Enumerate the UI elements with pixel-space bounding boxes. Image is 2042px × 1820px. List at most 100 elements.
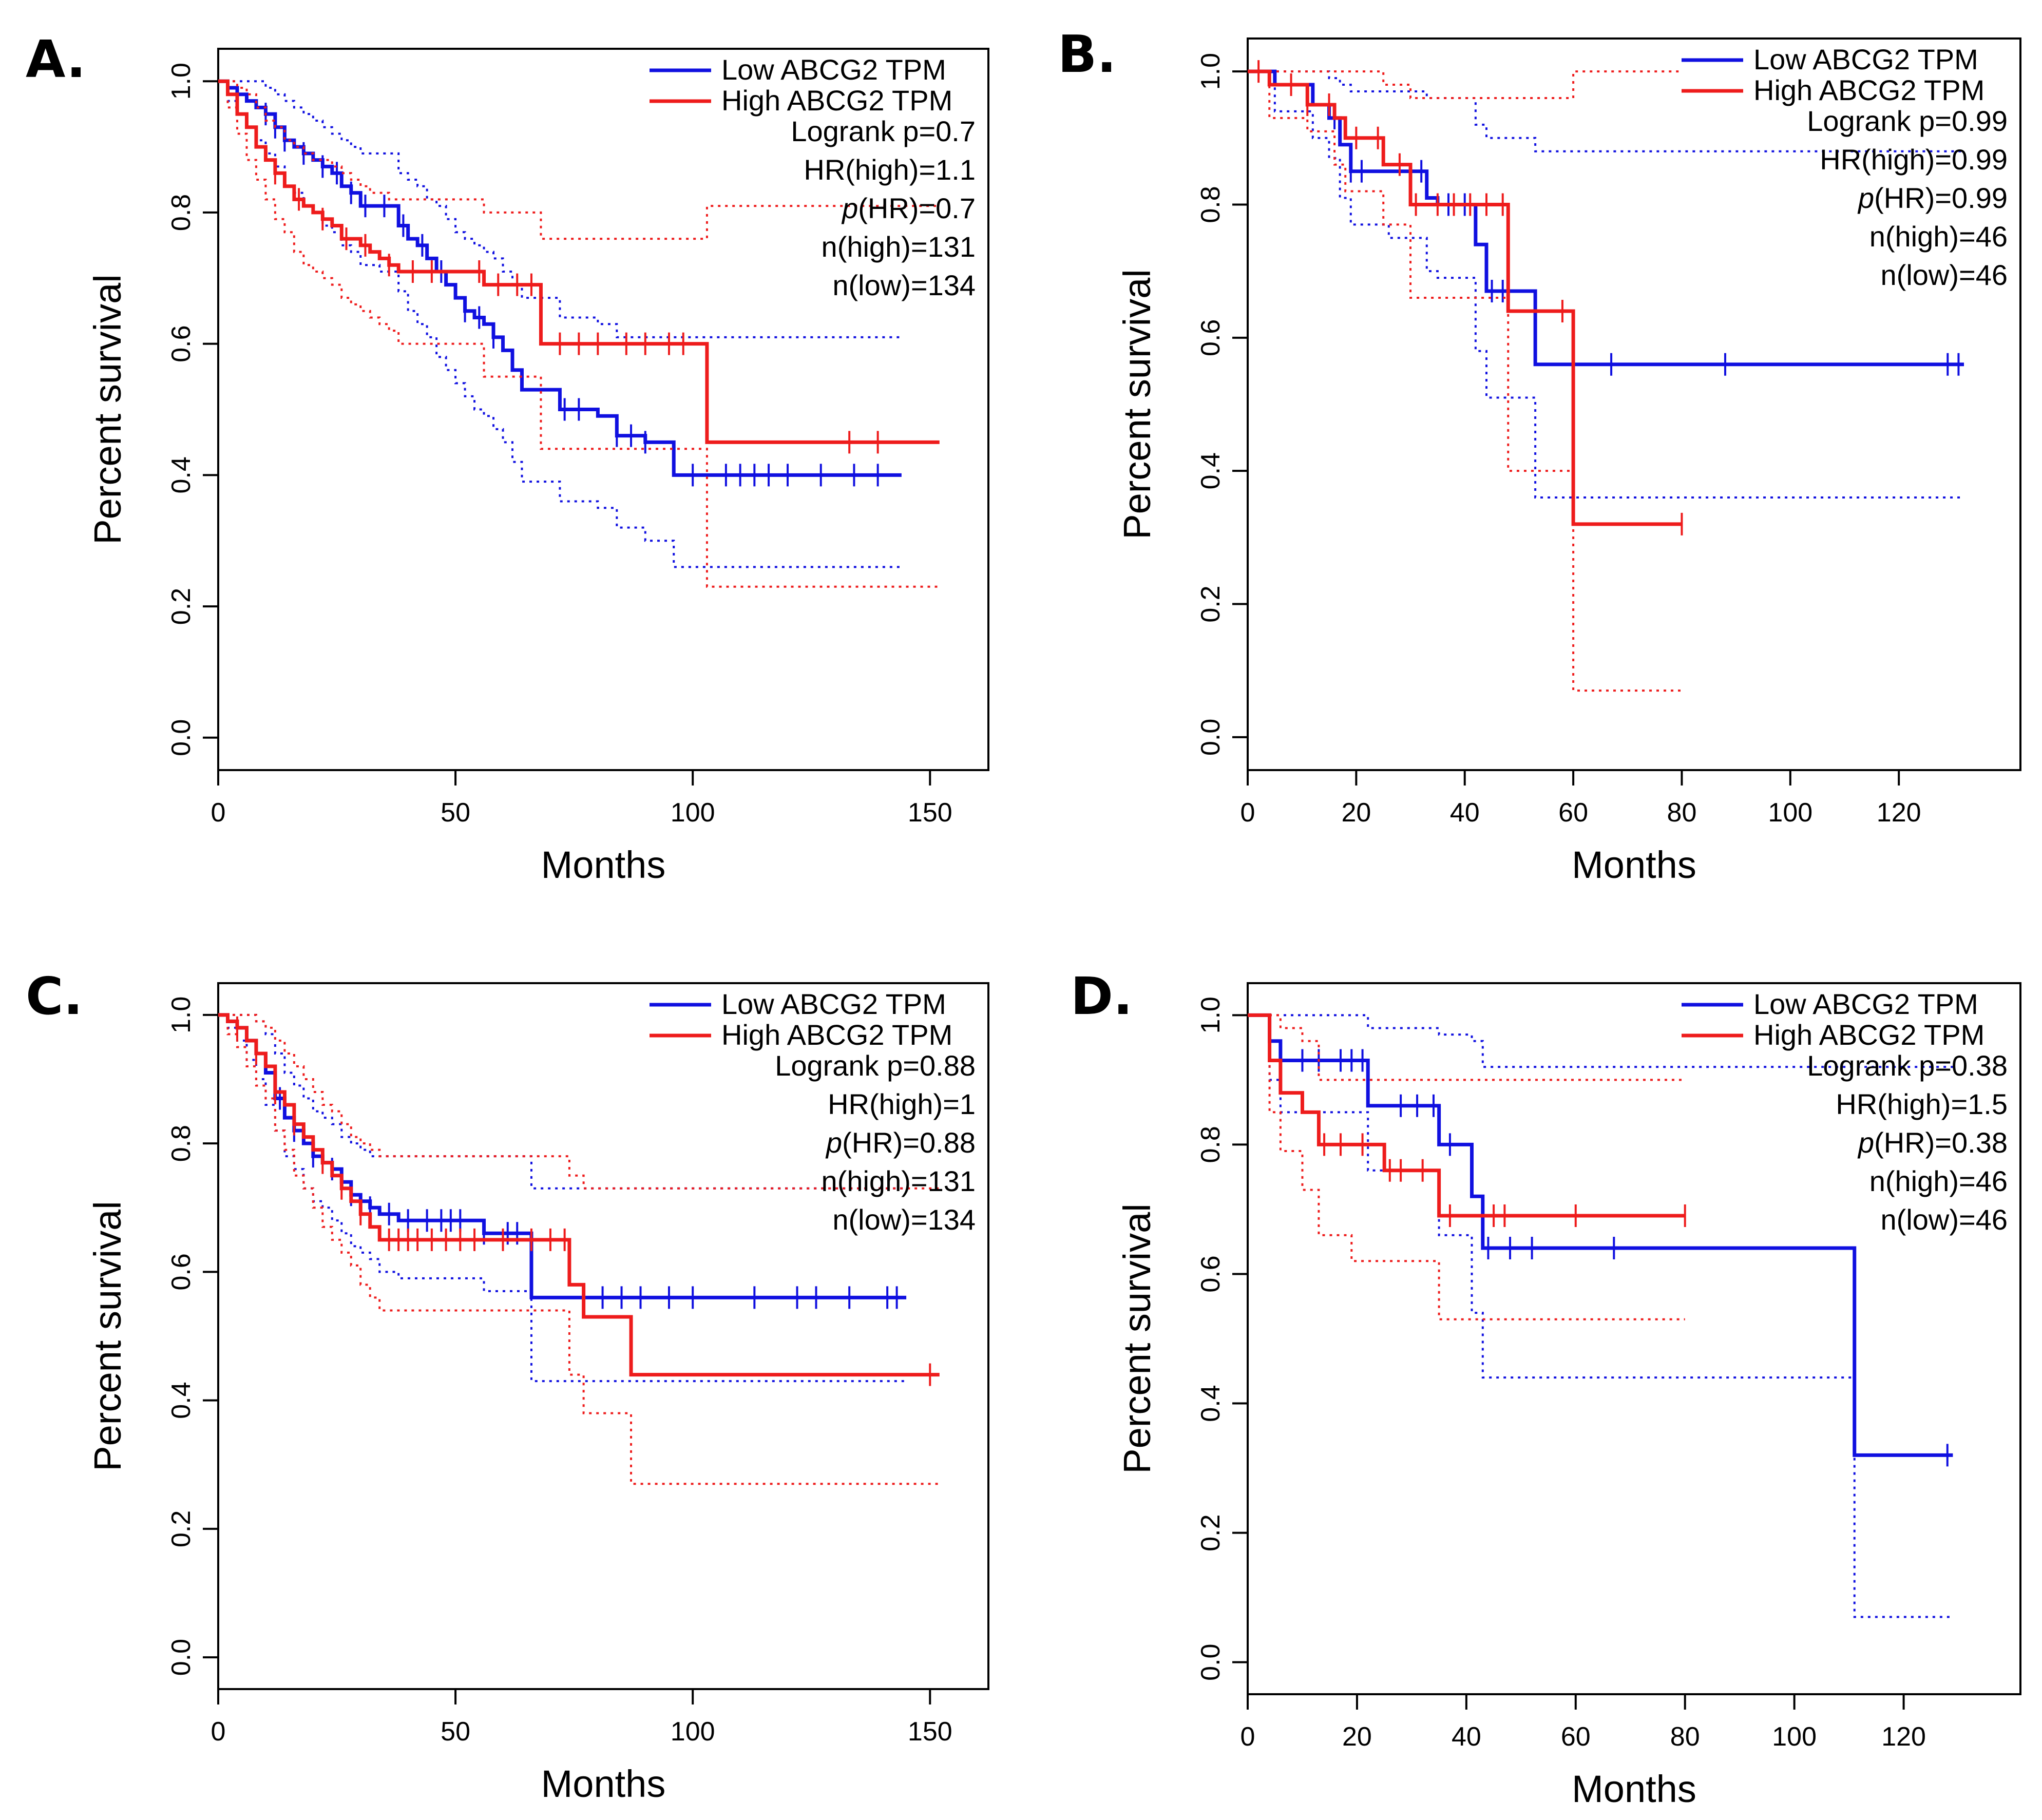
ci-upper-line <box>218 80 940 240</box>
y-axis-title: Percent survival <box>1116 269 1158 539</box>
stat-line: HR(high)=1.5 <box>1836 1088 2008 1120</box>
y-axis-title: Percent survival <box>86 274 129 544</box>
x-axis-title: Months <box>541 844 666 886</box>
y-axis-title: Percent survival <box>1116 1203 1158 1473</box>
x-tick-label: 0 <box>1241 798 1255 828</box>
x-tick-label: 60 <box>1558 798 1588 828</box>
panel-label: A. <box>26 29 86 89</box>
x-tick-label: 100 <box>671 798 715 828</box>
x-tick-label: 150 <box>908 798 952 828</box>
stat-line: p(HR)=0.7 <box>841 192 976 224</box>
y-tick-label: 0.2 <box>166 1510 196 1547</box>
ci-lower-line <box>1248 1014 1685 1320</box>
y-tick-label: 0.6 <box>1196 319 1226 356</box>
stat-line: HR(high)=0.99 <box>1820 143 2008 176</box>
series-high <box>218 79 940 588</box>
y-tick-label: 0.4 <box>166 456 196 493</box>
x-tick-label: 0 <box>1241 1722 1255 1752</box>
x-tick-label: 100 <box>1772 1722 1817 1752</box>
legend-label: Low ABCG2 TPM <box>721 988 946 1020</box>
y-tick-label: 0.0 <box>166 1639 196 1676</box>
legend-label: Low ABCG2 TPM <box>721 53 946 86</box>
panel-1: A. 0.0 0.2 0.4 0.6 0.8 1.0 0 50 100 150 Months Perce… <box>26 29 989 886</box>
y-tick-label: 0.4 <box>1196 452 1226 489</box>
stat-line: n(low)=134 <box>832 269 976 301</box>
y-tick-label: 0.0 <box>1196 719 1226 756</box>
stat-italic-p: p <box>841 192 858 224</box>
ci-lower-line <box>1248 70 1682 692</box>
panel-label: B. <box>1058 24 1116 84</box>
y-tick-label: 0.8 <box>1196 186 1226 223</box>
stat-line: Logrank p=0.99 <box>1807 105 2008 137</box>
y-tick-label: 0.6 <box>166 325 196 362</box>
x-tick-label: 120 <box>1877 798 1921 828</box>
plot-frame <box>217 48 989 771</box>
y-tick-label: 0.8 <box>166 1125 196 1162</box>
stat-italic-p: p <box>1857 182 1874 214</box>
x-tick-label: 0 <box>211 798 226 828</box>
x-axis-title: Months <box>541 1762 666 1805</box>
y-tick-label: 0.2 <box>166 588 196 625</box>
legend-label: High ABCG2 TPM <box>721 1019 952 1051</box>
legend-label: High ABCG2 TPM <box>721 84 952 117</box>
ci-lower-line <box>218 80 902 568</box>
stat-line: p(HR)=0.88 <box>825 1126 976 1159</box>
series-low <box>1248 69 1964 499</box>
stat-line: Logrank p=0.7 <box>791 115 976 147</box>
x-tick-label: 80 <box>1667 798 1697 828</box>
y-tick-label: 0.6 <box>1196 1255 1226 1292</box>
survival-curve <box>218 79 940 444</box>
ci-upper-line <box>218 1013 940 1190</box>
ci-upper-line <box>1248 70 1682 99</box>
y-axis-title: Percent survival <box>86 1201 129 1471</box>
stat-line: n(high)=46 <box>1869 220 2008 253</box>
stat-line: Logrank p=0.88 <box>775 1049 976 1082</box>
y-tick-label: 0.6 <box>166 1253 196 1290</box>
y-tick-label: 0.2 <box>1196 1514 1226 1551</box>
stat-rest: (HR)=0.38 <box>1874 1126 2008 1159</box>
ci-lower-line <box>1248 70 1964 499</box>
y-tick-label: 0.0 <box>1196 1644 1226 1681</box>
x-tick-label: 0 <box>211 1717 226 1747</box>
x-tick-label: 80 <box>1670 1722 1700 1752</box>
y-tick-label: 1.0 <box>1196 53 1226 90</box>
x-tick-label: 150 <box>908 1717 952 1747</box>
panel-4: D. 0.0 0.2 0.4 0.6 0.8 1.0 0 20 40 60 80 100 120 Month… <box>1071 966 2021 1810</box>
x-tick-label: 20 <box>1341 798 1371 828</box>
x-tick-label: 100 <box>1768 798 1812 828</box>
stat-line: n(low)=134 <box>832 1203 976 1236</box>
y-tick-label: 0.8 <box>166 194 196 231</box>
panel-label: D. <box>1071 966 1133 1026</box>
stat-line: n(high)=131 <box>822 1165 976 1197</box>
stat-rest: (HR)=0.99 <box>1874 182 2008 214</box>
survival-curve <box>218 1013 940 1377</box>
survival-curve <box>1248 1013 1685 1218</box>
legend-label: Low ABCG2 TPM <box>1753 988 1978 1020</box>
plot-frame <box>1247 982 2021 1695</box>
x-tick-label: 120 <box>1881 1722 1926 1752</box>
stat-line: p(HR)=0.99 <box>1857 182 2008 214</box>
x-axis-title: Months <box>1572 844 1696 886</box>
legend-label: High ABCG2 TPM <box>1753 1019 1984 1051</box>
stat-rest: (HR)=0.7 <box>858 192 976 224</box>
stat-italic-p: p <box>825 1126 842 1159</box>
x-tick-label: 50 <box>441 798 470 828</box>
series-low <box>218 79 902 568</box>
series-high <box>1248 1013 1686 1320</box>
y-tick-label: 1.0 <box>1196 997 1226 1033</box>
stat-line: p(HR)=0.38 <box>1857 1126 2008 1159</box>
panel-2: B. 0.0 0.2 0.4 0.6 0.8 1.0 0 20 40 60 80 100 120 Month… <box>1058 24 2021 886</box>
panel-label: C. <box>26 966 83 1026</box>
survival-curve <box>218 79 902 477</box>
plot-frame <box>217 982 989 1690</box>
ci-upper-line <box>1248 1014 1953 1068</box>
y-tick-label: 0.8 <box>1196 1126 1226 1163</box>
y-tick-label: 0.0 <box>166 719 196 756</box>
y-tick-label: 0.4 <box>1196 1385 1226 1422</box>
stat-line: HR(high)=1.1 <box>804 154 976 186</box>
legend-label: Low ABCG2 TPM <box>1753 43 1978 75</box>
panel-3: C. 0.0 0.2 0.4 0.6 0.8 1.0 0 50 100 150 Months Perce… <box>26 966 989 1805</box>
x-tick-label: 40 <box>1450 798 1480 828</box>
ci-lower-line <box>218 1013 940 1485</box>
